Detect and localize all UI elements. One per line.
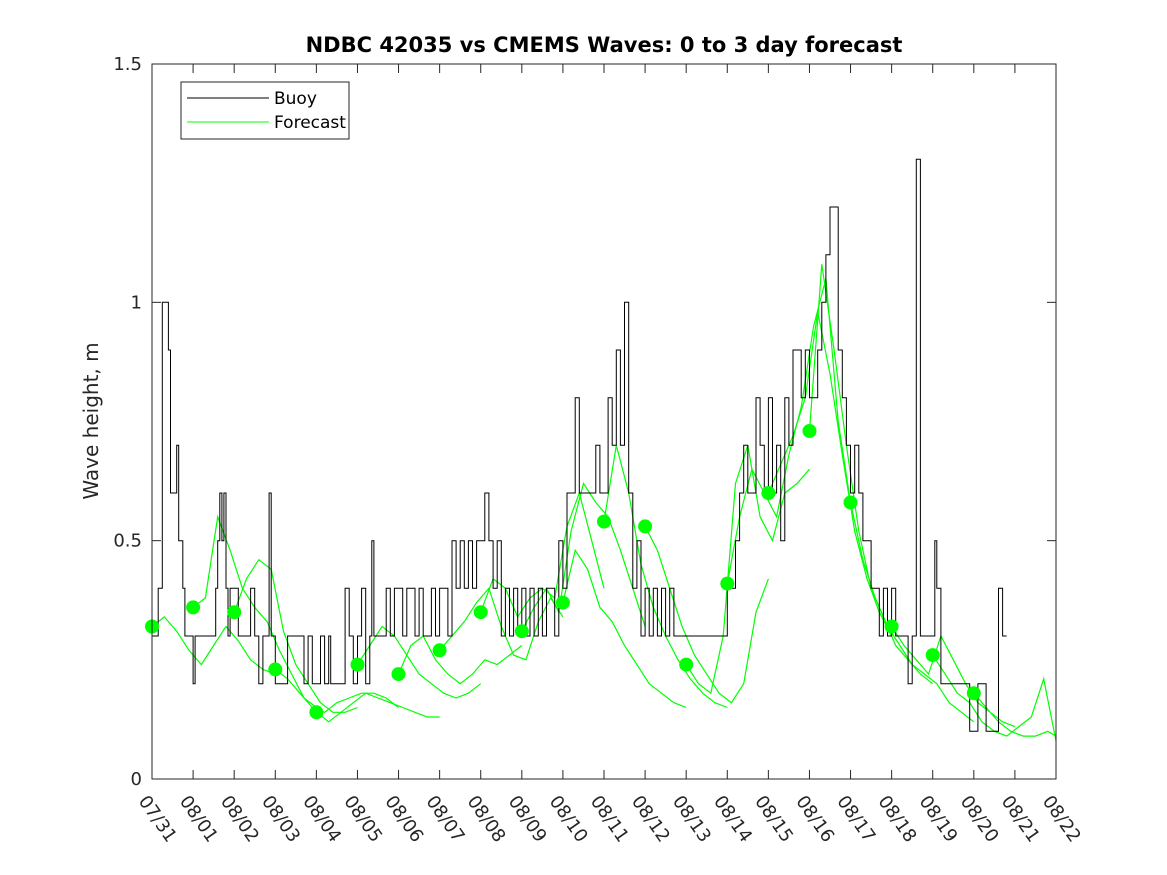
forecast-line-0 bbox=[151, 616, 276, 675]
forecast-point-3 bbox=[268, 662, 283, 677]
forecast-analysis-points bbox=[145, 424, 981, 720]
forecast-point-18 bbox=[884, 619, 899, 634]
plot-area bbox=[152, 64, 1056, 779]
forecast-point-4 bbox=[309, 705, 324, 720]
forecast-line-4 bbox=[316, 692, 440, 723]
legend-box bbox=[180, 81, 350, 140]
forecast-point-6 bbox=[391, 667, 406, 682]
forecast-point-5 bbox=[350, 657, 365, 672]
buoy-line bbox=[152, 158, 1007, 732]
forecast-point-12 bbox=[638, 519, 653, 534]
forecast-point-11 bbox=[597, 514, 611, 529]
y-tick-label: 0.5 bbox=[113, 531, 142, 552]
forecast-point-17 bbox=[843, 495, 858, 510]
forecast-line-12 bbox=[644, 526, 769, 704]
buoy-series-group bbox=[152, 158, 1007, 732]
y-tick-label: 1 bbox=[131, 292, 142, 313]
forecast-line-5 bbox=[356, 625, 482, 699]
forecast-point-13 bbox=[679, 657, 694, 672]
forecast-point-16 bbox=[802, 424, 817, 438]
forecast-line-20 bbox=[973, 692, 1057, 737]
forecast-point-19 bbox=[925, 648, 940, 663]
legend: Buoy Forecast bbox=[180, 81, 350, 140]
forecast-point-7 bbox=[432, 643, 447, 658]
y-axis-label: Wave height, m bbox=[79, 342, 103, 499]
legend-forecast-label: Forecast bbox=[274, 113, 346, 133]
legend-buoy-label: Buoy bbox=[274, 89, 317, 109]
forecast-point-2 bbox=[227, 605, 242, 620]
forecast-point-20 bbox=[966, 686, 981, 701]
forecast-line-2 bbox=[233, 558, 358, 713]
forecast-line-10 bbox=[562, 548, 687, 709]
forecast-point-15 bbox=[761, 486, 776, 500]
y-tick-label: 1.5 bbox=[113, 54, 142, 75]
y-tick-label: 0 bbox=[131, 769, 142, 790]
forecast-line-3 bbox=[274, 668, 399, 713]
forecast-line-6 bbox=[397, 635, 523, 685]
forecast-point-9 bbox=[514, 624, 529, 639]
forecast-point-14 bbox=[720, 576, 735, 591]
y-axis-ticks: 0 0.5 1 1.5 bbox=[113, 54, 1056, 790]
forecast-point-10 bbox=[555, 595, 570, 610]
forecast-point-8 bbox=[473, 605, 488, 620]
chart-title: NDBC 42035 vs CMEMS Waves: 0 to 3 day fo… bbox=[306, 33, 903, 57]
forecast-point-1 bbox=[186, 600, 201, 615]
